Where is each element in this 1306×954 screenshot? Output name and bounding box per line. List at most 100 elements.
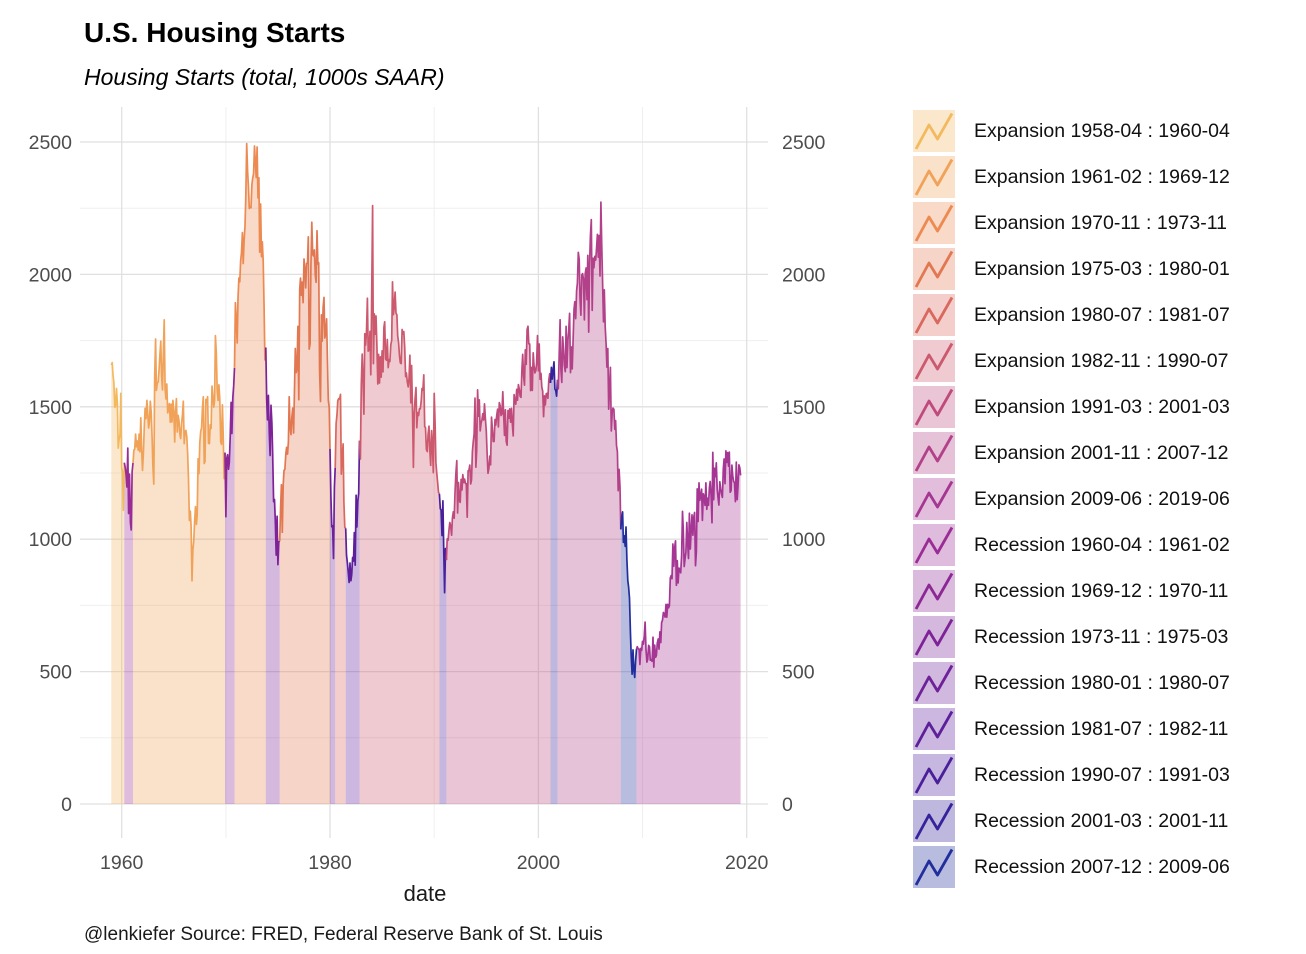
area-recession-5 [345,440,360,804]
legend-item: Expansion 2001-11 : 2007-12 [913,430,1230,476]
y-axis-tick-left: 2500 [29,132,73,154]
area-recession-1 [124,448,133,804]
legend-label: Expansion 1991-03 : 2001-03 [974,395,1230,418]
line-expansion-1 [110,361,126,512]
legend-label: Recession 1973-11 : 1975-03 [974,625,1229,648]
legend-label: Recession 2007-12 : 2009-06 [974,855,1230,878]
x-axis-tick: 1960 [100,852,144,874]
legend-key-expansion-3 [913,202,955,244]
area-recession-7 [550,361,558,804]
legend-key-expansion-8 [913,432,955,474]
area-recession-2 [225,367,235,804]
legend-key-recession-8 [913,846,955,888]
area-expansion-9 [636,450,741,804]
y-axis-tick-left: 2000 [29,264,73,286]
legend-label: Expansion 1982-11 : 1990-07 [974,349,1229,372]
y-axis-tick-left: 1500 [29,397,73,419]
legend-label: Expansion 1980-07 : 1981-07 [974,303,1230,326]
legend-label: Recession 1981-07 : 1982-11 [974,717,1229,740]
line-expansion-6 [358,204,441,495]
legend-item: Expansion 2009-06 : 2019-06 [913,476,1230,522]
line-expansion-3 [233,142,267,368]
y-axis-tick-right: 0 [782,794,793,816]
line-expansion-4 [278,221,331,542]
line-recession-8 [619,511,638,679]
legend-key-expansion-6 [913,340,955,382]
legend-label: Recession 1969-12 : 1970-11 [974,579,1229,602]
line-recession-1 [123,447,134,531]
legend-item: Recession 1981-07 : 1982-11 [913,706,1230,752]
legend-key-expansion-4 [913,248,955,290]
legend-item: Expansion 1961-02 : 1969-12 [913,154,1230,200]
y-axis-tick-left: 1000 [29,529,73,551]
legend-label: Expansion 1970-11 : 1973-11 [974,211,1227,234]
y-axis-tick-right: 500 [782,662,815,684]
area-recession-6 [439,493,447,804]
legend-label: Recession 1990-07 : 1991-03 [974,763,1230,786]
housing-starts-plot: 0 0 500 500 1000 1000 1500 1500 2000 2000 2500 2500… [29,107,826,874]
legend-key-expansion-2 [913,156,955,198]
legend-label: Expansion 2001-11 : 2007-12 [974,441,1229,464]
line-recession-3 [264,347,281,566]
legend-key-recession-5 [913,708,955,750]
legend-item: Recession 2007-12 : 2009-06 [913,844,1230,890]
legend-label: Recession 1980-01 : 1980-07 [974,671,1230,694]
y-axis-tick-left: 500 [39,662,72,684]
area-expansion-2 [133,319,225,804]
legend-item: Recession 1980-01 : 1980-07 [913,660,1230,706]
page-title: U.S. Housing Starts [84,17,346,48]
area-expansion-7 [446,326,551,804]
x-axis-tick: 1980 [308,852,352,874]
area-recession-8 [620,511,637,804]
area-expansion-4 [279,222,330,804]
legend-key-recession-6 [913,754,955,796]
line-recession-5 [344,440,361,584]
legend-key-recession-3 [913,616,955,658]
legend-label: Expansion 1975-03 : 1980-01 [974,257,1230,280]
y-axis-tick-left: 0 [61,794,72,816]
legend-key-recession-1 [913,524,955,566]
legend-key-recession-7 [913,800,955,842]
area-recession-3 [265,347,280,804]
legend-label: Recession 1960-04 : 1961-02 [974,533,1230,556]
legend-item: Expansion 1982-11 : 1990-07 [913,338,1230,384]
line-expansion-8 [556,201,622,530]
y-axis-tick-right: 2500 [782,132,826,154]
legend-item: Expansion 1975-03 : 1980-01 [913,246,1230,292]
legend-item: Expansion 1958-04 : 1960-04 [913,108,1230,154]
legend-key-expansion-5 [913,294,955,336]
legend-item: Recession 2001-03 : 2001-11 [913,798,1230,844]
y-axis-tick-right: 2000 [782,264,826,286]
x-axis-title: date [403,881,447,906]
legend-label: Expansion 1961-02 : 1969-12 [974,165,1230,188]
legend-item: Expansion 1970-11 : 1973-11 [913,200,1230,246]
legend-key-recession-4 [913,662,955,704]
legend-item: Expansion 1980-07 : 1981-07 [913,292,1230,338]
area-expansion-1 [111,362,125,804]
y-axis-tick-right: 1500 [782,397,826,419]
page-subtitle: Housing Starts (total, 1000s SAAR) [84,64,445,90]
legend-item: Recession 1973-11 : 1975-03 [913,614,1230,660]
line-expansion-5 [334,393,347,529]
x-axis-tick: 2020 [725,852,769,874]
source-caption: @lenkiefer Source: FRED, Federal Reserve… [84,924,603,945]
legend-label: Expansion 1958-04 : 1960-04 [974,119,1230,142]
legend-key-expansion-9 [913,478,955,520]
legend-key-expansion-1 [913,110,955,152]
line-recession-7 [549,360,559,398]
legend-key-expansion-7 [913,386,955,428]
line-recession-4 [329,448,337,560]
legend-item: Recession 1990-07 : 1991-03 [913,752,1230,798]
y-axis-tick-right: 1000 [782,529,826,551]
legend-item: Recession 1960-04 : 1961-02 [913,522,1230,568]
legend-item: Expansion 1991-03 : 2001-03 [913,384,1230,430]
x-axis-tick: 2000 [517,852,561,874]
legend-item: Recession 1969-12 : 1970-11 [913,568,1230,614]
line-expansion-2 [132,319,226,582]
legend-label: Recession 2001-03 : 2001-11 [974,809,1229,832]
legend: Expansion 1958-04 : 1960-04 Expansion 196… [913,108,1230,890]
line-recession-2 [224,367,236,518]
line-expansion-7 [445,325,552,561]
area-expansion-6 [359,205,440,805]
